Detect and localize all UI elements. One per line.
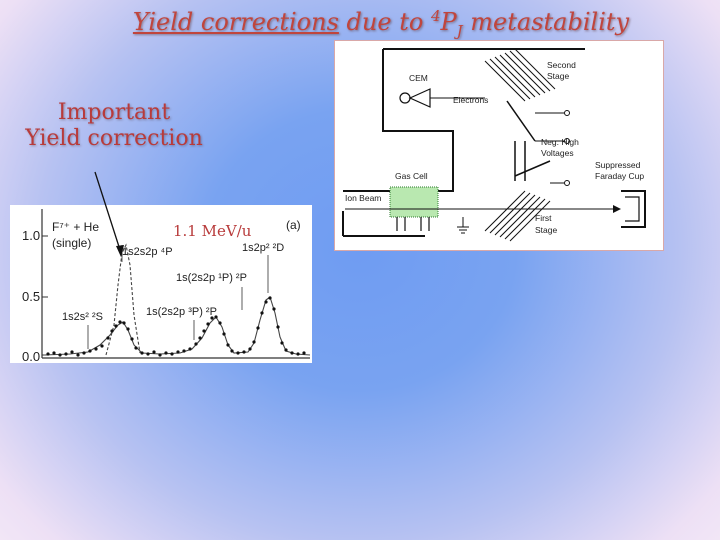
peak-label-1p: 1s(2s2p ¹P) ²P — [176, 272, 247, 284]
ion-beam-label: Ion Beam — [345, 193, 381, 203]
cem-icon — [399, 92, 411, 104]
y-tick-label-0: 0.0 — [22, 349, 40, 363]
first-stage-label-2: Stage — [535, 225, 557, 235]
data-points — [46, 296, 306, 357]
spectrometer-schematic: CEM Electrons Second Stage Neg. High Vol… — [334, 40, 664, 251]
slide-title: Yield corrections due to 4PJ metastabili… — [0, 0, 720, 47]
ion-beam-arrow-icon — [613, 205, 621, 213]
y-tick-label-1: 1.0 — [22, 228, 40, 243]
second-stage-label-2: Stage — [547, 71, 569, 81]
callout-text: Important Yield correction — [8, 100, 220, 152]
title-pre: due to — [346, 8, 424, 36]
cem-label: CEM — [409, 73, 428, 83]
spectrum-svg: 1.0 0.5 0.0 F⁷⁺ + He (single) (a) — [22, 209, 311, 363]
first-stage-label-1: First — [535, 213, 552, 223]
second-stage-label-1: Second — [547, 60, 576, 70]
peak-label-3p: 1s(2s2p ³P) ²P — [146, 306, 217, 318]
faraday-label-2: Faraday Cup — [595, 171, 644, 181]
neg-high-label-1: Neg. High — [541, 137, 579, 147]
title-post: metastability — [470, 8, 630, 36]
title-letter: P — [440, 8, 457, 36]
callout-line-1: Important — [57, 100, 171, 125]
fit-curve — [43, 296, 311, 356]
title-superscript: 4 — [430, 7, 441, 25]
peak-label-4p: 1s2s2p ⁴P — [122, 246, 173, 258]
gas-cell-label: Gas Cell — [395, 171, 428, 181]
first-stage-plates — [484, 190, 551, 242]
peak-label-2s2: 1s2s² ²S — [62, 311, 103, 323]
cem-cone — [408, 88, 431, 108]
gas-cell — [389, 186, 439, 218]
second-stage-plates — [484, 48, 556, 102]
reaction-sublabel: (single) — [52, 236, 91, 250]
schematic-svg: CEM Electrons Second Stage Neg. High Vol… — [342, 48, 646, 242]
electron-spectrum-figure: 1.0 0.5 0.0 F⁷⁺ + He (single) (a) — [10, 205, 312, 363]
metastable-contribution-curve — [105, 243, 141, 356]
faraday-label-1: Suppressed — [595, 160, 641, 170]
y-tick-label-05: 0.5 — [22, 289, 40, 304]
peak-label-2d: 1s2p² ²D — [242, 242, 284, 254]
faraday-cup-outer — [621, 190, 646, 228]
upper-deflector — [506, 100, 536, 142]
reaction-label: F⁷⁺ + He — [52, 220, 99, 234]
middle-deflector — [514, 160, 551, 177]
title-emphasis: Yield corrections — [132, 8, 339, 36]
housing-left — [343, 49, 454, 192]
title-subscript: J — [456, 21, 463, 40]
callout-line-2: Yield correction — [25, 126, 203, 151]
electrons-label: Electrons — [453, 95, 488, 105]
gas-cell-legs — [396, 217, 430, 231]
ground-icon — [457, 217, 469, 234]
panel-label: (a) — [286, 218, 301, 232]
housing-bottom — [342, 211, 425, 237]
beam-energy-label: 1.1 MeV/u — [173, 222, 252, 240]
faraday-cup-inner — [625, 196, 640, 222]
voltage-terminals — [564, 110, 570, 186]
neg-high-label-2: Voltages — [541, 148, 574, 158]
